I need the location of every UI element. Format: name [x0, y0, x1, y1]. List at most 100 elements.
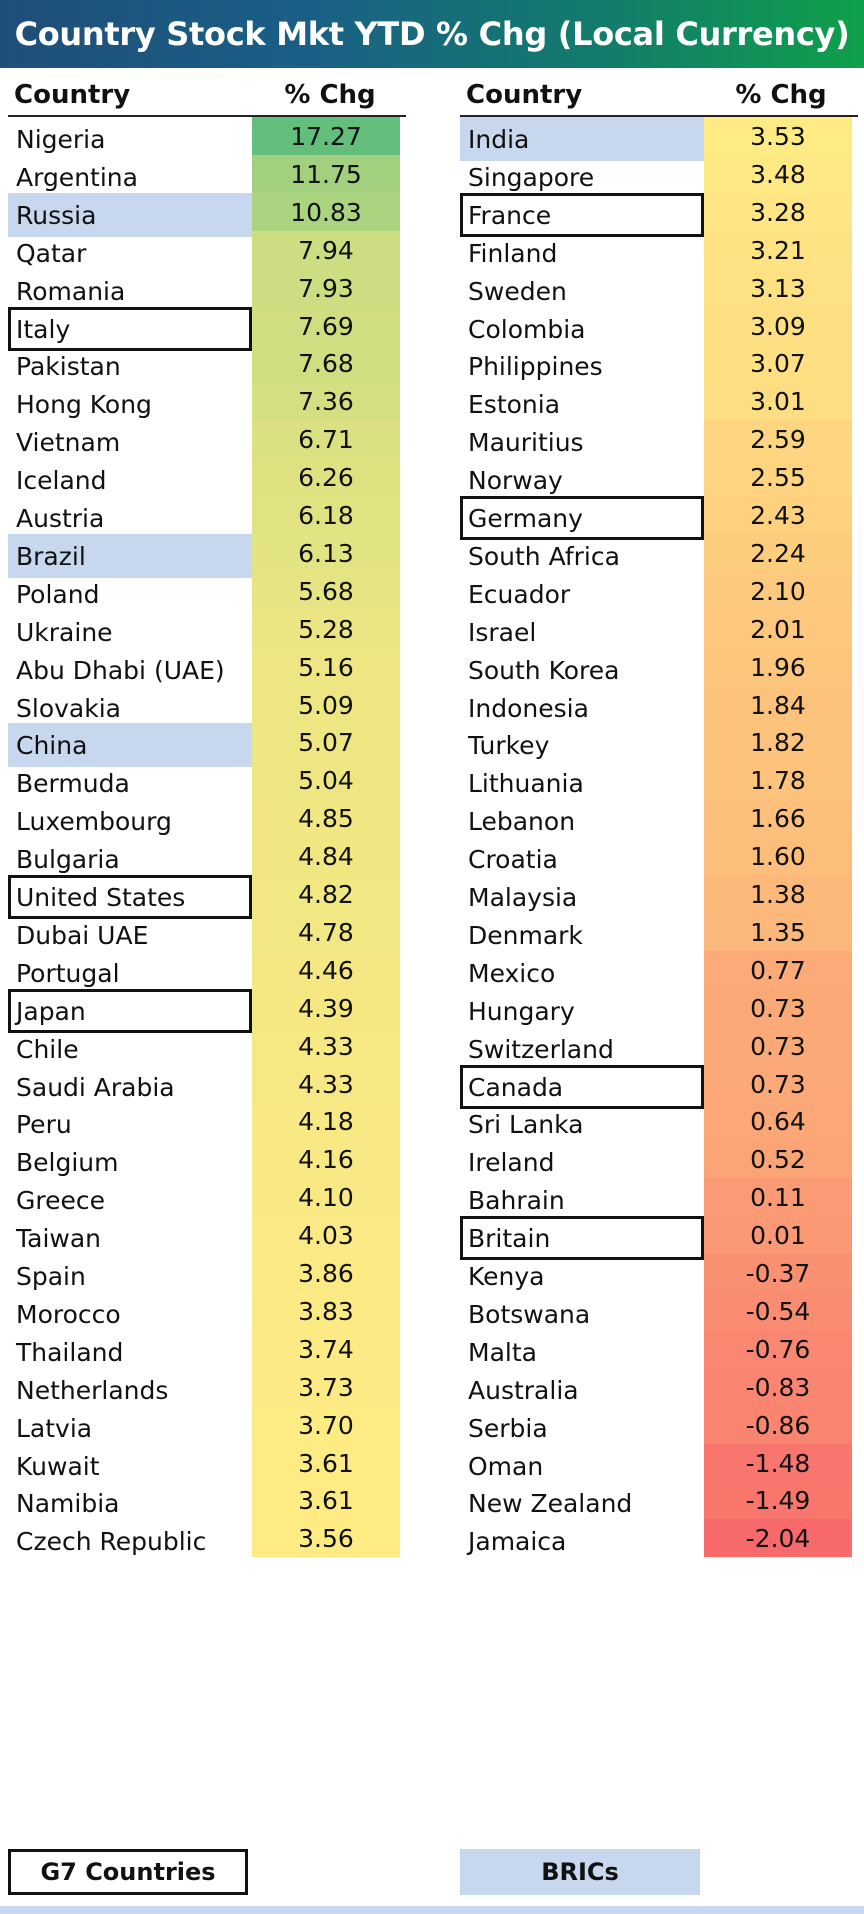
- country-name: Russia: [8, 193, 252, 237]
- change-value-cell: 1.78: [704, 761, 852, 799]
- change-value-cell: 3.74: [252, 1330, 400, 1368]
- country-name: Ireland: [468, 1147, 555, 1177]
- change-value-cell: 2.55: [704, 458, 852, 496]
- change-value-cell: 3.09: [704, 307, 852, 345]
- country-name: Greece: [16, 1185, 105, 1215]
- change-value-cell: 0.11: [704, 1178, 852, 1216]
- change-value-cell: 6.26: [252, 458, 400, 496]
- right-change-header: % Chg: [735, 80, 827, 110]
- change-value-cell: 4.33: [252, 1065, 400, 1103]
- country-name: Belgium: [16, 1147, 119, 1177]
- change-value-cell: 5.16: [252, 648, 400, 686]
- country-name: Kenya: [468, 1261, 545, 1291]
- change-value-cell: 3.61: [252, 1444, 400, 1482]
- change-value-cell: 11.75: [252, 155, 400, 193]
- change-value-cell: 0.73: [704, 1065, 852, 1103]
- change-value-cell: 4.85: [252, 799, 400, 837]
- country-name: Czech Republic: [16, 1526, 207, 1556]
- change-value-cell: 5.04: [252, 761, 400, 799]
- country-name: Portugal: [16, 958, 120, 988]
- country-name: Pakistan: [16, 351, 121, 381]
- country-name: Australia: [468, 1375, 579, 1405]
- country-name: Mexico: [468, 958, 556, 988]
- change-value-cell: -1.49: [704, 1481, 852, 1519]
- country-name: Austria: [16, 503, 105, 533]
- change-value-cell: 4.03: [252, 1216, 400, 1254]
- right-country-header: Country: [466, 80, 583, 110]
- change-value-cell: 3.83: [252, 1292, 400, 1330]
- country-name: Poland: [16, 579, 100, 609]
- country-name: Japan: [8, 989, 252, 1033]
- change-value-cell: 3.86: [252, 1254, 400, 1292]
- country-name: Norway: [468, 465, 563, 495]
- change-value-cell: 4.82: [252, 875, 400, 913]
- country-name: South Korea: [468, 655, 620, 685]
- change-value-cell: 10.83: [252, 193, 400, 231]
- country-name: Iceland: [16, 465, 107, 495]
- change-value-cell: 3.01: [704, 382, 852, 420]
- change-value-cell: 4.84: [252, 837, 400, 875]
- change-value-cell: 3.07: [704, 344, 852, 382]
- change-value-cell: 0.73: [704, 989, 852, 1027]
- country-name: Kuwait: [16, 1451, 100, 1481]
- country-name: Colombia: [468, 314, 586, 344]
- change-value-cell: 4.10: [252, 1178, 400, 1216]
- country-name: Turkey: [468, 730, 550, 760]
- country-name: Denmark: [468, 920, 583, 950]
- change-value-cell: 2.10: [704, 572, 852, 610]
- country-name: Dubai UAE: [16, 920, 149, 950]
- change-value-cell: -1.48: [704, 1444, 852, 1482]
- change-value-cell: 3.70: [252, 1406, 400, 1444]
- country-name: Canada: [460, 1065, 704, 1109]
- country-name: Chile: [16, 1034, 79, 1064]
- change-value-cell: 3.28: [704, 193, 852, 231]
- country-name: Abu Dhabi (UAE): [16, 655, 225, 685]
- change-value-cell: 0.73: [704, 1027, 852, 1065]
- change-value-cell: 4.16: [252, 1140, 400, 1178]
- left-country-header: Country: [14, 80, 131, 110]
- country-name: Botswana: [468, 1299, 591, 1329]
- country-name: New Zealand: [468, 1488, 633, 1518]
- change-value-cell: 1.82: [704, 723, 852, 761]
- country-name: Argentina: [16, 162, 138, 192]
- change-value-cell: 7.93: [252, 269, 400, 307]
- country-name: Netherlands: [16, 1375, 169, 1405]
- country-name: Latvia: [16, 1413, 93, 1443]
- change-value-cell: 1.84: [704, 686, 852, 724]
- country-name: Ecuador: [468, 579, 571, 609]
- right-header-row: Country % Chg: [460, 75, 858, 117]
- country-name: Singapore: [468, 162, 595, 192]
- country-name: Hong Kong: [16, 389, 152, 419]
- country-name: Peru: [16, 1109, 72, 1139]
- change-value-cell: 1.35: [704, 913, 852, 951]
- change-value-cell: 0.01: [704, 1216, 852, 1254]
- country-name: Nigeria: [16, 124, 106, 154]
- change-value-cell: 17.27: [252, 117, 400, 155]
- change-value-cell: 1.96: [704, 648, 852, 686]
- change-value-cell: 0.77: [704, 951, 852, 989]
- change-value-cell: -0.76: [704, 1330, 852, 1368]
- change-value-cell: 3.48: [704, 155, 852, 193]
- change-value-cell: 4.33: [252, 1027, 400, 1065]
- country-name: Vietnam: [16, 427, 121, 457]
- country-name: Germany: [460, 496, 704, 540]
- change-value-cell: 5.07: [252, 723, 400, 761]
- country-name: Estonia: [468, 389, 561, 419]
- country-name: United States: [8, 875, 252, 919]
- change-value-cell: 3.73: [252, 1368, 400, 1406]
- country-name: India: [460, 117, 704, 161]
- change-value-cell: 7.36: [252, 382, 400, 420]
- change-value-cell: 6.18: [252, 496, 400, 534]
- country-name: Israel: [468, 617, 537, 647]
- change-value-cell: 4.78: [252, 913, 400, 951]
- bottom-divider: [0, 1906, 864, 1914]
- change-value-cell: -0.54: [704, 1292, 852, 1330]
- country-name: Saudi Arabia: [16, 1072, 175, 1102]
- change-value-cell: 5.28: [252, 610, 400, 648]
- change-value-cell: 7.68: [252, 344, 400, 382]
- country-name: Hungary: [468, 996, 575, 1026]
- country-name: Qatar: [16, 238, 87, 268]
- country-name: Bahrain: [468, 1185, 565, 1215]
- country-name: Malaysia: [468, 882, 578, 912]
- country-name: Malta: [468, 1337, 537, 1367]
